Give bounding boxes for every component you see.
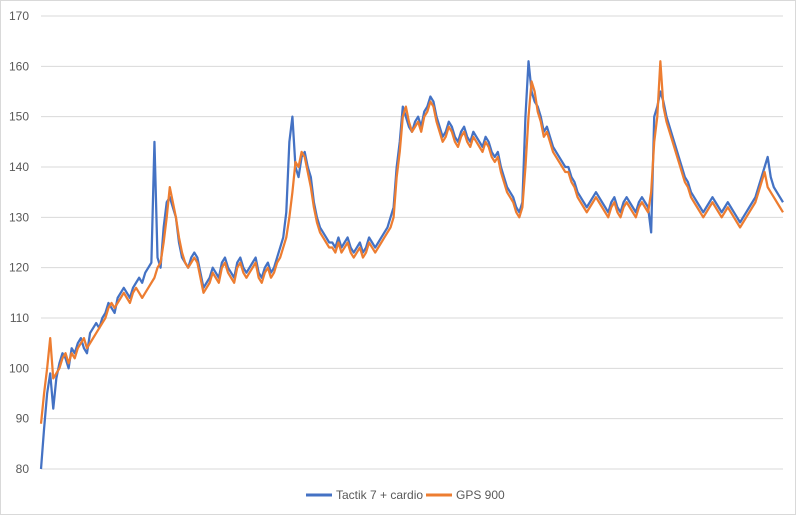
series-lines: [39, 60, 784, 470]
y-tick-label-120: 120: [9, 261, 29, 275]
y-tick-label-90: 90: [16, 412, 30, 426]
series-line-gps-900: [39, 60, 784, 424]
y-tick-label-140: 140: [9, 160, 29, 174]
series-line-tactik-7-cardio: [39, 60, 784, 470]
y-tick-label-170: 170: [9, 9, 29, 23]
y-tick-label-130: 130: [9, 210, 29, 224]
legend-label-gps-900: GPS 900: [456, 488, 505, 502]
y-tick-label-100: 100: [9, 361, 29, 375]
y-tick-label-110: 110: [10, 311, 29, 325]
y-tick-label-160: 160: [9, 59, 29, 73]
legend: Tactik 7 + cardio GPS 900: [306, 488, 505, 502]
y-axis-tick-labels: 80 90 100 110 120 130 140 150 160 170: [9, 9, 29, 476]
y-tick-label-150: 150: [9, 110, 29, 124]
y-tick-label-80: 80: [16, 462, 30, 476]
legend-label-tactik-7-cardio: Tactik 7 + cardio: [336, 488, 423, 502]
